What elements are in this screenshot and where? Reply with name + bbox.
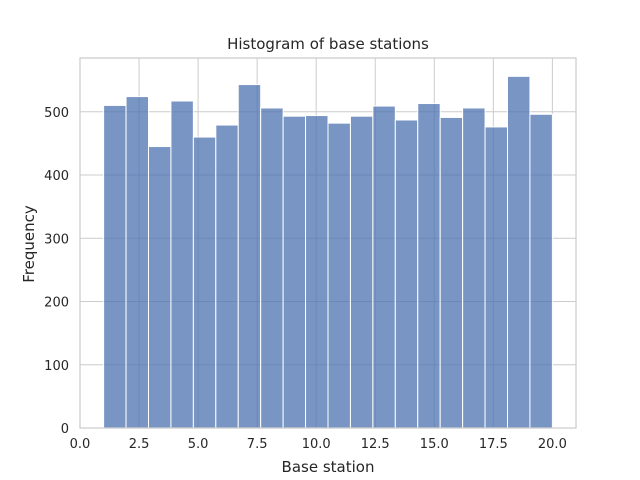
y-tick-label: 200 bbox=[44, 296, 69, 311]
histogram-bar bbox=[529, 113, 553, 429]
x-tick-labels: 0.0 2.5 5.0 7.5 10.0 12.5 15.0 17.5 20.0 bbox=[70, 437, 567, 452]
y-axis-label: Frequency bbox=[20, 205, 38, 283]
histogram-bar bbox=[327, 122, 351, 429]
x-axis-label: Base station bbox=[282, 458, 375, 476]
histogram-bar bbox=[349, 115, 374, 429]
x-tick-label: 17.5 bbox=[479, 437, 508, 452]
plot-frame bbox=[79, 57, 577, 429]
histogram-bar bbox=[192, 136, 217, 429]
histogram-bar bbox=[125, 96, 149, 429]
y-tick-label: 400 bbox=[44, 169, 69, 184]
histogram-bar bbox=[260, 107, 284, 429]
x-tick-label: 7.5 bbox=[247, 437, 268, 452]
histogram-bar bbox=[417, 103, 441, 429]
histogram-bar bbox=[507, 75, 531, 429]
histogram-bar bbox=[103, 104, 127, 429]
y-tick-labels: 0 100 200 300 400 500 bbox=[44, 106, 69, 437]
histogram-bars bbox=[103, 75, 553, 429]
x-tick-label: 15.0 bbox=[420, 437, 449, 452]
histogram-bar bbox=[394, 119, 419, 429]
histogram-bar bbox=[372, 105, 396, 429]
y-tick-label: 0 bbox=[61, 422, 69, 437]
x-tick-label: 5.0 bbox=[188, 437, 209, 452]
histogram-bar bbox=[282, 115, 307, 429]
histogram-bar bbox=[484, 126, 509, 429]
chart-title: Histogram of base stations bbox=[227, 35, 429, 53]
y-tick-label: 100 bbox=[44, 359, 69, 374]
histogram-bar bbox=[215, 124, 239, 429]
histogram-bar bbox=[439, 116, 464, 429]
histogram-bar bbox=[147, 146, 172, 429]
y-tick-label: 500 bbox=[44, 106, 69, 121]
x-tick-label: 2.5 bbox=[129, 437, 150, 452]
histogram-bar bbox=[462, 107, 486, 429]
histogram-bar bbox=[170, 100, 194, 429]
histogram-bar bbox=[237, 84, 262, 429]
x-tick-label: 10.0 bbox=[302, 437, 331, 452]
histogram-bar bbox=[305, 115, 329, 429]
x-tick-label: 20.0 bbox=[538, 437, 567, 452]
x-tick-label: 12.5 bbox=[361, 437, 390, 452]
x-tick-label: 0.0 bbox=[70, 437, 91, 452]
y-tick-label: 300 bbox=[44, 232, 69, 247]
